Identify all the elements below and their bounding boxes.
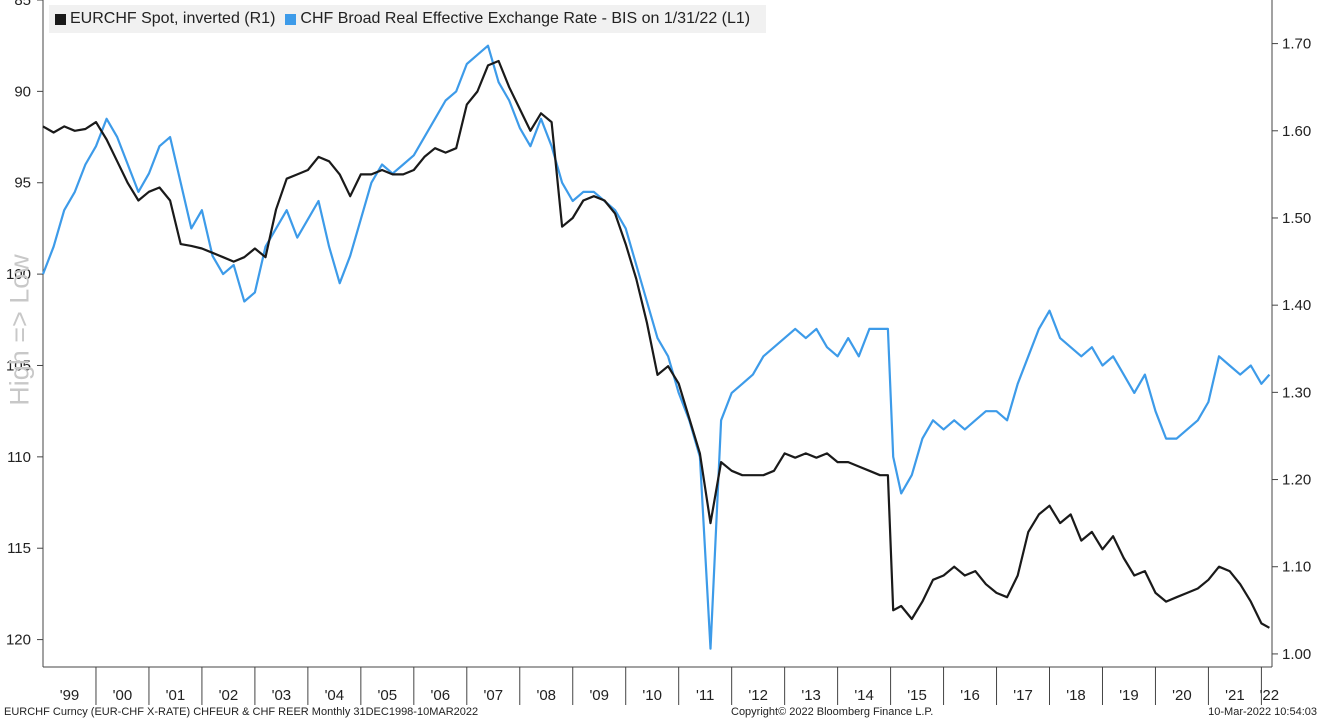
- x-tick-label: '20: [1172, 687, 1192, 704]
- x-tick-label: '99: [60, 687, 80, 704]
- left-tick-label: 95: [14, 175, 31, 192]
- legend: EURCHF Spot, inverted (R1) CHF Broad Rea…: [49, 5, 767, 33]
- x-tick-label: '02: [219, 687, 239, 704]
- x-tick-label: '15: [907, 687, 927, 704]
- right-axis-ticks: 1.00 1.10 1.20 1.30 1.40 1.50 1.60 1.70: [1272, 36, 1311, 663]
- x-tick-label: '22: [1260, 687, 1280, 704]
- right-tick-label: 1.70: [1282, 36, 1311, 53]
- series-layer: [41, 44, 1271, 650]
- eurchf-line: [42, 59, 1270, 629]
- legend-item-eurchf: EURCHF Spot, inverted (R1): [55, 10, 275, 28]
- x-tick-label: '01: [166, 687, 186, 704]
- legend-swatch-reer: [285, 13, 297, 25]
- right-tick-label: 1.30: [1282, 384, 1311, 401]
- x-tick-label: '19: [1119, 687, 1139, 704]
- x-tick-label: '09: [589, 687, 609, 704]
- legend-label-eurchf: EURCHF Spot, inverted (R1): [70, 10, 276, 27]
- x-tick-label: '04: [325, 687, 345, 704]
- x-tick-label: '08: [536, 687, 556, 704]
- legend-item-reer: CHF Broad Real Effective Exchange Rate -…: [285, 10, 750, 28]
- x-tick-label: '14: [854, 687, 874, 704]
- left-tick-label: 110: [7, 449, 31, 466]
- x-tick-label: '03: [272, 687, 292, 704]
- x-tick-label: '00: [113, 687, 133, 704]
- left-axis-ticks: 85 90 95 100 105 110 115 120: [6, 0, 43, 649]
- legend-swatch-eurchf: [55, 13, 66, 25]
- x-tick-label: '10: [642, 687, 662, 704]
- footer-source: EURCHF Curncy (EUR-CHF X-RATE) CHFEUR & …: [4, 706, 479, 718]
- x-tick-label: '05: [378, 687, 398, 704]
- footer-timestamp: 10-Mar-2022 10:54:03: [1208, 706, 1317, 718]
- x-tick-label: '21: [1225, 687, 1245, 704]
- right-tick-label: 1.50: [1282, 210, 1311, 227]
- x-tick-label: '12: [748, 687, 768, 704]
- x-tick-label: '11: [696, 687, 714, 704]
- right-tick-label: 1.00: [1282, 646, 1311, 663]
- right-tick-label: 1.20: [1282, 472, 1311, 489]
- right-tick-label: 1.40: [1282, 297, 1311, 314]
- left-tick-label: 105: [6, 357, 31, 374]
- x-tick-label: '06: [431, 687, 451, 704]
- legend-label-reer: CHF Broad Real Effective Exchange Rate -…: [300, 10, 751, 27]
- x-tick-label: '13: [801, 687, 821, 704]
- x-tick-label: '17: [1013, 687, 1033, 704]
- x-axis-ticks: '99 '00 '01 '02 '03 '04 '05 '06 '07 '08 '09 '10 '11 '…: [60, 667, 1279, 705]
- y-axis-annotation: High => Low: [4, 254, 35, 406]
- left-tick-label: 100: [6, 266, 31, 283]
- chart-axes: [42, 0, 1273, 668]
- right-tick-label: 1.60: [1282, 123, 1311, 140]
- reer-line: [41, 44, 1271, 650]
- right-tick-label: 1.10: [1282, 559, 1311, 576]
- left-tick-label: 85: [14, 0, 31, 9]
- footer-copyright: Copyright© 2022 Bloomberg Finance L.P.: [731, 706, 934, 718]
- x-tick-label: '16: [960, 687, 980, 704]
- left-tick-label: 115: [7, 540, 31, 557]
- left-tick-label: 90: [14, 83, 31, 100]
- x-tick-label: '07: [483, 687, 503, 704]
- left-tick-label: 120: [6, 632, 31, 649]
- x-tick-label: '18: [1066, 687, 1086, 704]
